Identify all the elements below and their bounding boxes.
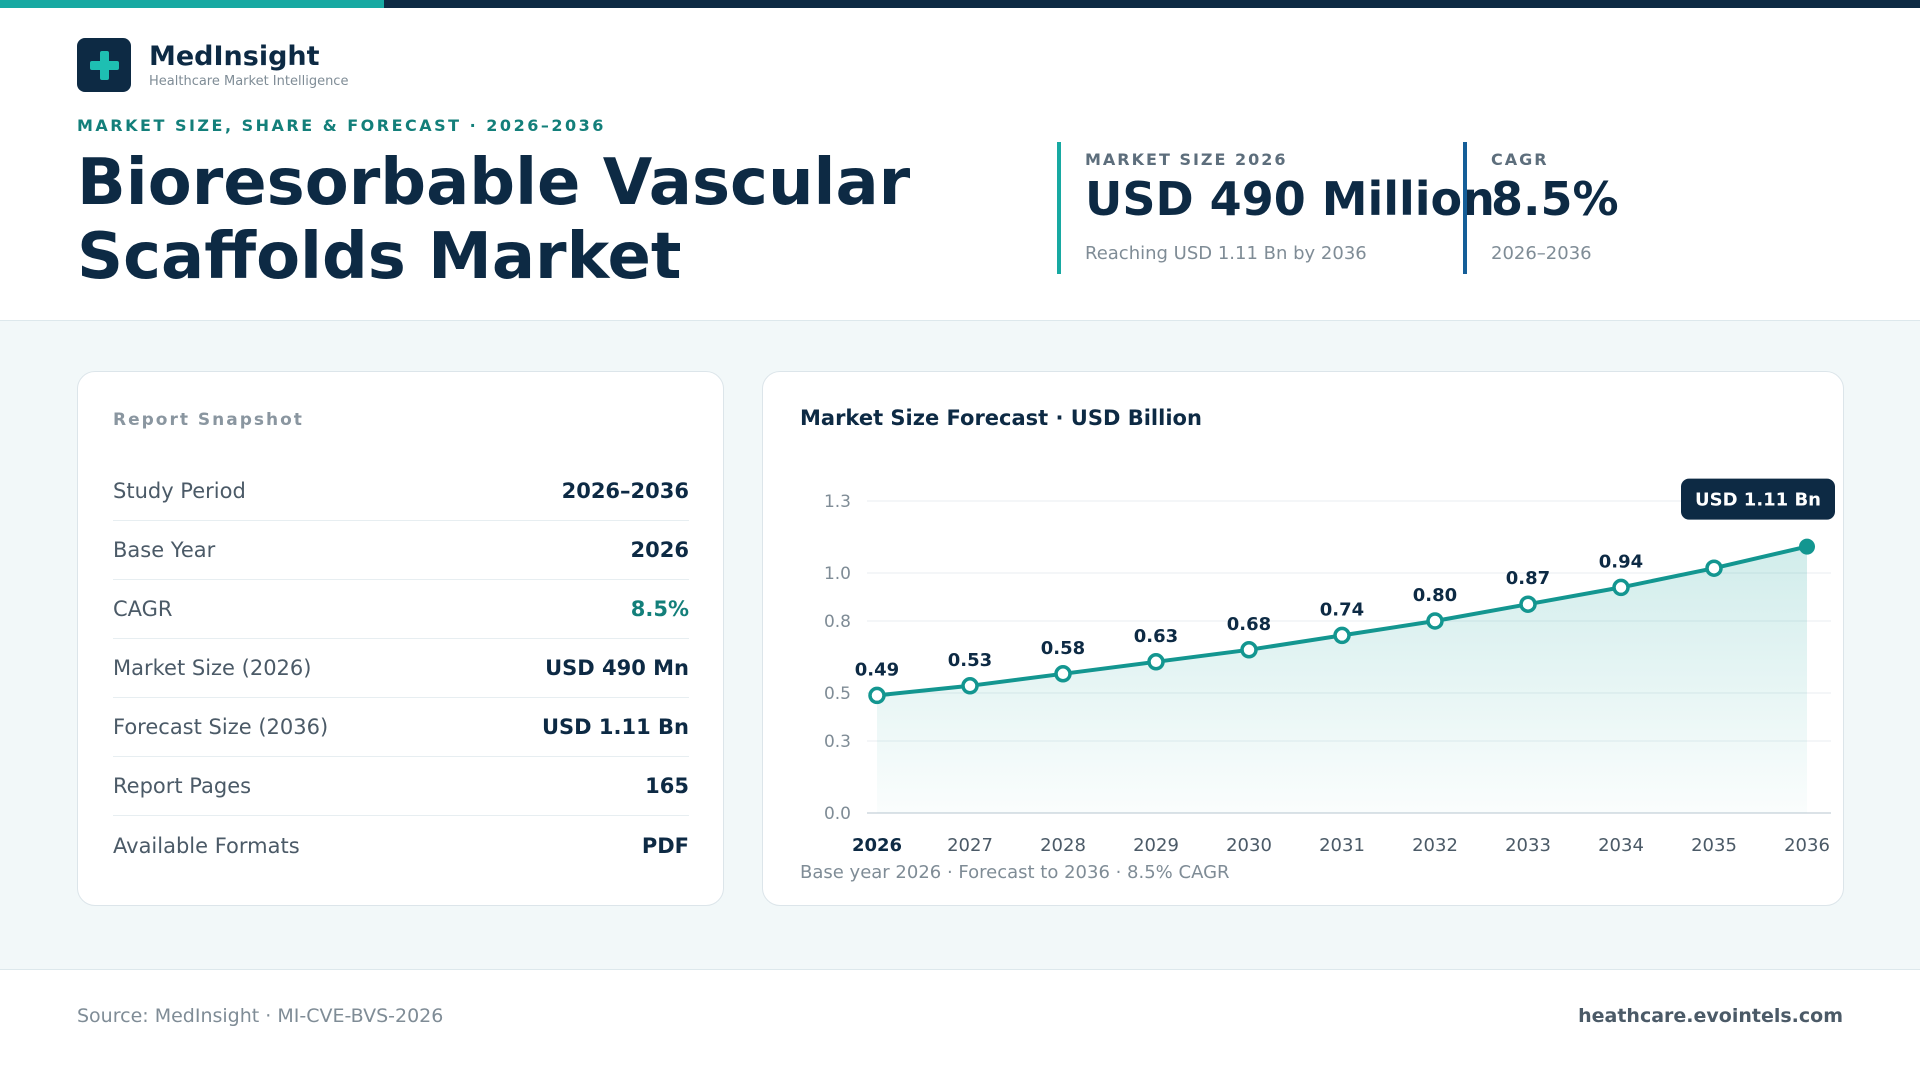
x-tick-label: 2032 (1412, 835, 1458, 856)
snapshot-row: Forecast Size (2036) USD 1.11 Bn (113, 698, 689, 757)
data-label: 0.80 (1413, 585, 1457, 606)
row-value: 8.5% (630, 597, 689, 621)
data-point (1799, 538, 1815, 555)
data-point (1054, 665, 1072, 683)
y-tick-label: 1.0 (824, 564, 851, 584)
row-label: Forecast Size (2036) (113, 715, 329, 739)
data-point (1612, 578, 1630, 597)
snapshot-row: Study Period 2026–2036 (113, 462, 689, 521)
row-value: 2026–2036 (561, 479, 689, 503)
stat-label: CAGR (1491, 150, 1549, 169)
y-tick-label: 1.3 (824, 492, 851, 512)
data-label: 0.53 (948, 650, 992, 671)
row-label: CAGR (113, 597, 173, 621)
stat-value: USD 490 Million (1085, 172, 1495, 226)
y-tick-label: 0.0 (824, 804, 851, 824)
stat-cagr: CAGR 8.5% 2026–2036 (1463, 142, 1723, 274)
stat-market-size: MARKET SIZE 2026 USD 490 Million Reachin… (1057, 142, 1495, 274)
snapshot-title: Report Snapshot (113, 410, 304, 430)
snapshot-row: Base Year 2026 (113, 521, 689, 580)
medical-cross-icon (77, 38, 131, 92)
row-label: Study Period (113, 479, 246, 503)
y-tick-label: 0.5 (824, 684, 851, 704)
top-accent-highlight (0, 0, 384, 8)
data-label: 0.49 (855, 659, 899, 680)
title-line-1: Bioresorbable Vascular (77, 146, 911, 220)
row-value: USD 490 Mn (545, 656, 689, 680)
title-line-2: Scaffolds Market (77, 220, 682, 294)
forecast-chart-card: Market Size Forecast · USD Billion 0.0 0.… (762, 371, 1844, 906)
stat-value: 8.5% (1491, 172, 1619, 226)
data-label: 0.87 (1506, 568, 1550, 589)
stat-subtext: 2026–2036 (1491, 243, 1592, 264)
stat-subtext: Reaching USD 1.11 Bn by 2036 (1085, 243, 1367, 264)
report-kicker: MARKET SIZE, SHARE & FORECAST · 2026–203… (77, 116, 606, 135)
row-value: 2026 (630, 538, 689, 562)
y-tick-label: 0.3 (824, 732, 851, 752)
data-point (1426, 612, 1444, 630)
snapshot-row: CAGR 8.5% (113, 580, 689, 639)
row-label: Report Pages (113, 774, 252, 798)
brand-tagline: Healthcare Market Intelligence (149, 74, 349, 90)
x-tick-label: 2026 (852, 835, 902, 856)
x-tick-label: 2035 (1691, 835, 1737, 856)
callout-badge (1681, 478, 1835, 520)
row-label: Base Year (113, 538, 216, 562)
report-snapshot-card: Report Snapshot Study Period 2026–2036 Ba… (77, 371, 724, 906)
chart-footnote: Base year 2026 · Forecast to 2036 · 8.5%… (800, 862, 1230, 883)
x-tick-label: 2030 (1226, 835, 1272, 856)
snapshot-row: Market Size (2026) USD 490 Mn (113, 639, 689, 698)
callout-label: USD 1.11 Bn (1695, 490, 1821, 511)
forecast-chart: 0.0 0.3 0.5 0.8 1.0 1.3 0.49 2026 0.53 2027 0.58 20… (824, 478, 1835, 856)
row-label: Available Formats (113, 833, 300, 858)
x-tick-label: 2029 (1133, 835, 1179, 856)
top-accent-bar (0, 0, 1920, 8)
data-point (961, 677, 979, 695)
data-label: 0.68 (1227, 614, 1271, 635)
y-tick-label: 0.8 (824, 612, 851, 632)
x-tick-label: 2034 (1598, 835, 1644, 856)
row-value: PDF (641, 833, 689, 858)
x-tick-label: 2033 (1505, 835, 1551, 856)
footer-source: Source: MedInsight · MI-CVE-BVS-2026 (77, 1005, 444, 1027)
snapshot-rows: Study Period 2026–2036 Base Year 2026 CAGR… (113, 462, 689, 875)
data-point (868, 686, 886, 705)
footer-url: heathcare.evointels.com (1578, 1005, 1843, 1027)
data-label: 0.58 (1041, 638, 1085, 659)
x-tick-label: 2031 (1319, 835, 1365, 856)
brand-name: MedInsight (149, 40, 320, 72)
stat-label: MARKET SIZE 2026 (1085, 150, 1288, 169)
area-fill (877, 546, 1807, 813)
page-title: Bioresorbable Vascular Scaffolds Market (77, 146, 977, 294)
brand: MedInsight Healthcare Market Intelligenc… (77, 38, 348, 92)
data-label: 0.63 (1134, 626, 1178, 647)
row-value: USD 1.11 Bn (542, 715, 689, 739)
chart-title: Market Size Forecast · USD Billion (800, 406, 1202, 430)
data-point (1147, 653, 1165, 671)
data-point (1519, 595, 1537, 613)
x-tick-label: 2027 (947, 835, 993, 856)
snapshot-row: Available Formats PDF (113, 816, 689, 875)
x-tick-label: 2028 (1040, 835, 1086, 856)
data-point (1240, 641, 1258, 659)
data-point (1705, 559, 1723, 577)
data-point (1333, 626, 1351, 645)
row-label: Market Size (2026) (113, 656, 312, 680)
x-tick-label: 2036 (1784, 835, 1830, 856)
data-label: 0.94 (1599, 551, 1643, 572)
data-label: 0.74 (1320, 599, 1364, 620)
row-value: 165 (645, 774, 689, 798)
snapshot-row: Report Pages 165 (113, 757, 689, 816)
